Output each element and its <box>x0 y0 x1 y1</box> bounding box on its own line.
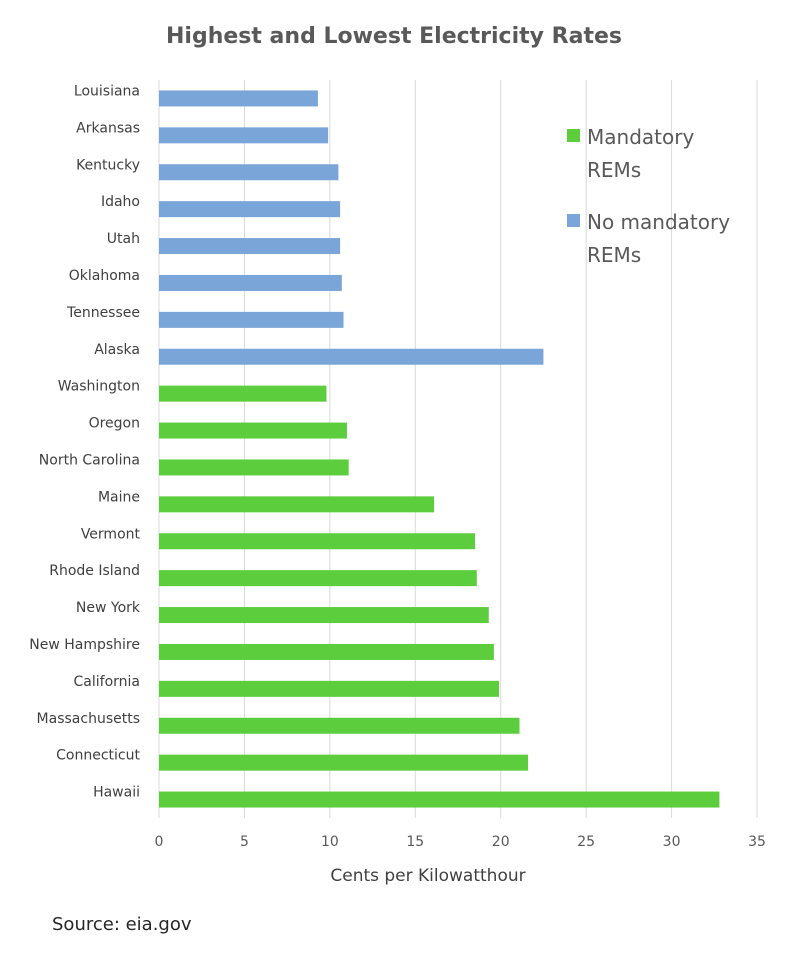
bar-arkansas <box>159 127 329 144</box>
bar-oklahoma <box>159 274 342 291</box>
x-tick-label: 30 <box>663 834 681 850</box>
category-label: Oregon <box>89 416 140 432</box>
bar-alaska <box>159 348 544 365</box>
bar-vermont <box>159 533 476 550</box>
bar-louisiana <box>159 90 318 107</box>
category-label: Louisiana <box>74 83 140 99</box>
bar-washington <box>159 385 327 402</box>
category-label: Maine <box>98 489 140 505</box>
chart-title: Highest and Lowest Electricity Rates <box>166 24 622 49</box>
bars <box>159 90 720 808</box>
bar-idaho <box>159 201 341 218</box>
category-label: Rhode Island <box>49 563 140 579</box>
legend-swatch-mandatory <box>567 129 580 142</box>
bar-chart: Highest and Lowest Electricity Rates Lou… <box>29 24 766 886</box>
x-tick-label: 25 <box>577 834 595 850</box>
legend-swatch-no-mandatory <box>567 214 580 227</box>
x-axis-label: Cents per Kilowatthour <box>330 866 525 886</box>
category-label: New Hampshire <box>29 637 140 653</box>
bar-oregon <box>159 422 347 439</box>
category-label: New York <box>76 600 141 616</box>
bar-connecticut <box>159 754 529 771</box>
bar-north-carolina <box>159 459 349 476</box>
bar-california <box>159 680 500 697</box>
category-label: Arkansas <box>76 120 140 136</box>
category-label: Oklahoma <box>69 268 140 284</box>
category-labels: Louisiana Arkansas Kentucky Idaho Utah Oklaho… <box>29 83 141 800</box>
legend-label: Mandatory <box>587 125 694 149</box>
category-label: Vermont <box>81 526 141 542</box>
category-label: Connecticut <box>56 748 140 764</box>
x-tick-label: 10 <box>321 834 339 850</box>
bar-maine <box>159 496 435 513</box>
gridlines <box>158 80 758 818</box>
category-label: North Carolina <box>39 452 140 468</box>
category-label: Massachusetts <box>37 711 140 727</box>
category-label: Kentucky <box>76 157 140 173</box>
x-tick-label: 20 <box>492 834 510 850</box>
x-tick-label: 5 <box>240 834 249 850</box>
x-tick-label: 35 <box>748 834 766 850</box>
legend-label: REMs <box>587 243 641 267</box>
bar-utah <box>159 238 341 255</box>
category-label: Idaho <box>101 194 140 210</box>
bar-massachusetts <box>159 717 520 734</box>
category-label: Washington <box>58 379 140 395</box>
legend-label: No mandatory <box>587 210 730 234</box>
category-label: California <box>74 674 140 690</box>
bar-new-york <box>159 607 489 624</box>
x-tick-labels: 0 5 10 15 20 25 30 35 <box>155 834 766 850</box>
source-note: Source: eia.gov <box>52 914 192 935</box>
bar-kentucky <box>159 164 339 181</box>
category-label: Utah <box>107 231 140 247</box>
category-label: Alaska <box>94 342 140 358</box>
x-tick-label: 15 <box>406 834 424 850</box>
legend: Mandatory REMs No mandatory REMs <box>567 125 730 267</box>
x-tick-label: 0 <box>155 834 164 850</box>
legend-label: REMs <box>587 158 641 182</box>
bar-new-hampshire <box>159 643 494 660</box>
category-label: Hawaii <box>93 785 140 801</box>
bar-hawaii <box>159 791 720 808</box>
category-label: Tennessee <box>66 305 140 321</box>
bar-tennessee <box>159 311 344 328</box>
bar-rhode-island <box>159 570 477 587</box>
